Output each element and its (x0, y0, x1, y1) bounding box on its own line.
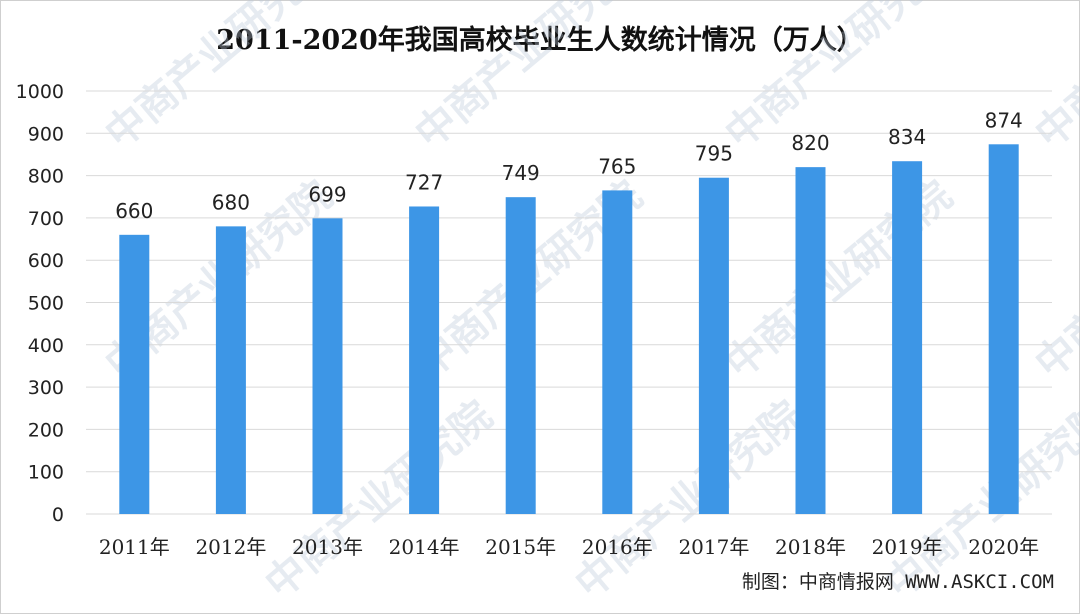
bar (505, 197, 536, 514)
x-tick-label: 2011年 (99, 535, 170, 559)
data-label: 680 (212, 190, 250, 214)
bar (988, 144, 1019, 514)
data-label: 727 (405, 170, 443, 194)
x-tick-label: 2020年 (968, 535, 1039, 559)
data-label: 820 (791, 131, 829, 155)
watermark-text: 中商产业研究院 (257, 392, 501, 607)
watermark-text: 中商产业研究院 (717, 172, 961, 387)
watermark-text: 中商产业研究院 (407, 0, 651, 158)
x-tick-label: 2015年 (485, 535, 556, 559)
data-label: 660 (115, 199, 153, 223)
x-tick-label: 2014年 (389, 535, 460, 559)
y-tick-label: 700 (28, 208, 64, 230)
x-tick-label: 2012年 (195, 535, 266, 559)
chart-title: 2011-2020年我国高校毕业生人数统计情况（万人） (216, 25, 864, 56)
x-tick-label: 2019年 (872, 535, 943, 559)
y-tick-label: 0 (52, 504, 64, 526)
data-label: 834 (888, 125, 926, 149)
data-label: 749 (502, 161, 540, 185)
y-tick-label: 400 (28, 335, 64, 357)
y-tick-label: 500 (28, 293, 64, 315)
bar (892, 161, 923, 514)
y-tick-label: 300 (28, 377, 64, 399)
watermark-text: 中商产业研究院 (1027, 172, 1080, 387)
data-label: 874 (985, 108, 1023, 132)
bar (119, 234, 150, 514)
bar (698, 177, 729, 514)
y-tick-label: 1000 (16, 81, 64, 103)
y-tick-label: 200 (28, 419, 64, 441)
data-label: 699 (308, 182, 346, 206)
x-tick-label: 2013年 (292, 535, 363, 559)
watermark-text: 中商产业研究院 (97, 0, 341, 158)
y-tick-label: 800 (28, 166, 64, 188)
bar (215, 226, 246, 515)
y-tick-label: 600 (28, 250, 64, 272)
watermark-text: 中商产业研究院 (1027, 0, 1080, 158)
bar (312, 218, 343, 514)
y-tick-label: 900 (28, 123, 64, 145)
data-label: 765 (598, 154, 636, 178)
x-tick-label: 2016年 (582, 535, 653, 559)
data-label: 795 (695, 142, 733, 166)
x-tick-label: 2017年 (678, 535, 749, 559)
y-tick-label: 100 (28, 462, 64, 484)
source-note: 制图：中商情报网 WWW.ASKCI.COM (741, 571, 1054, 593)
bar (602, 190, 633, 514)
bar (795, 167, 826, 514)
bar (409, 206, 440, 514)
x-tick-label: 2018年 (775, 535, 846, 559)
